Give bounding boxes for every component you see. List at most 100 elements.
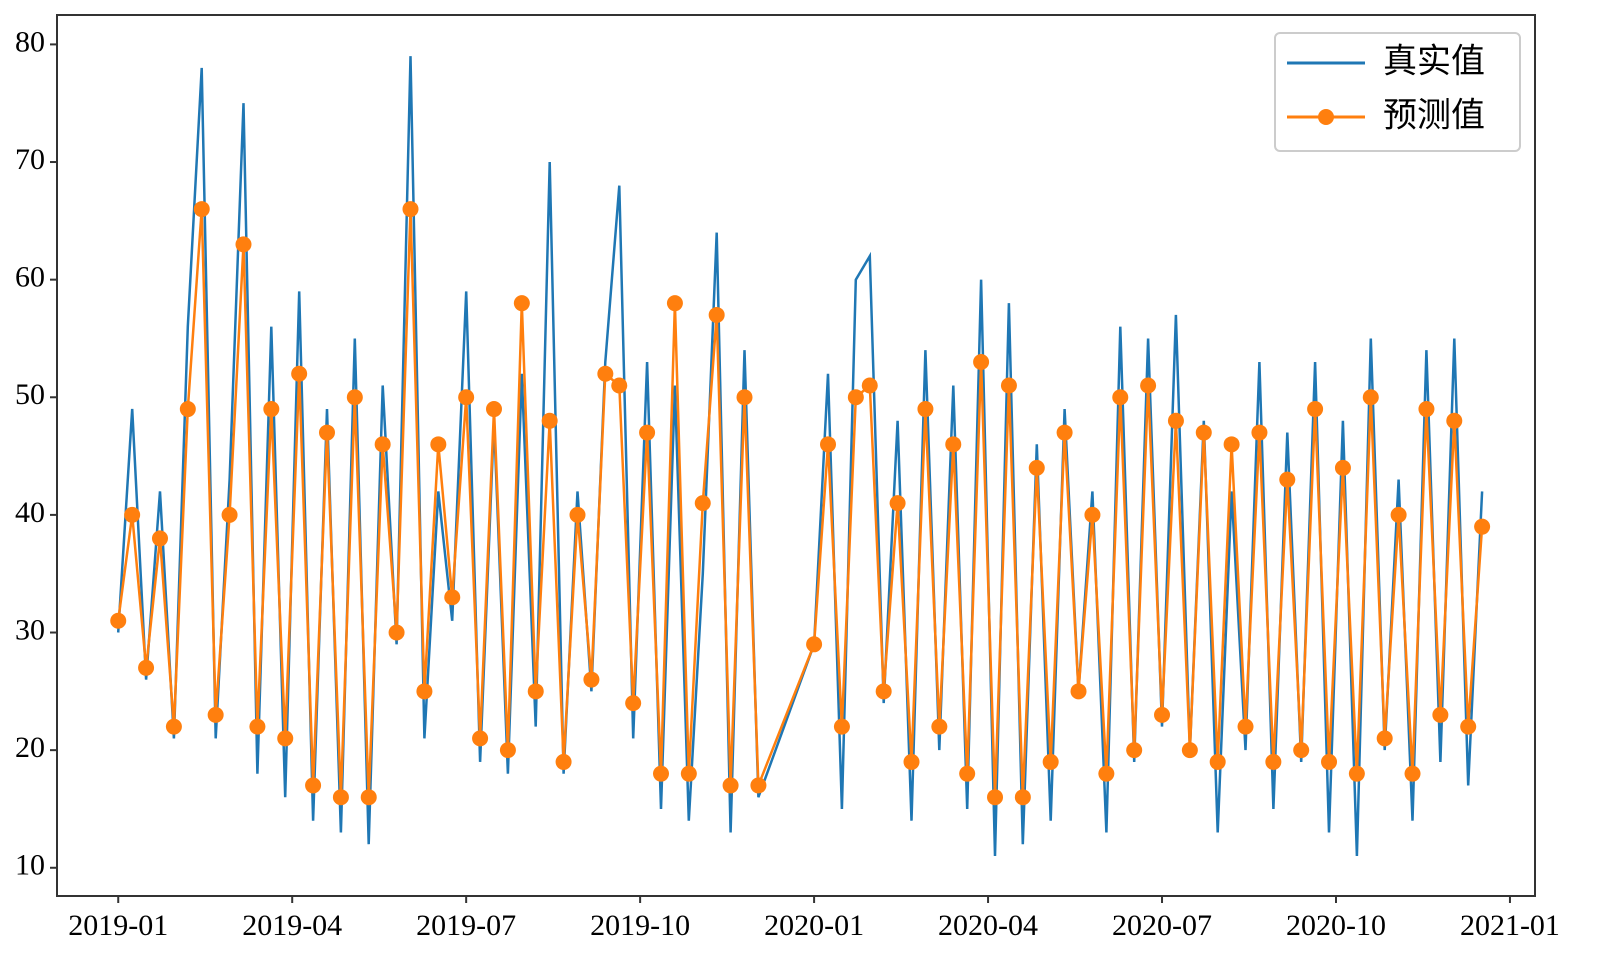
point-marker [388, 624, 405, 641]
x-tick-label: 2021-01 [1460, 909, 1560, 942]
point-marker [1376, 730, 1393, 747]
point-marker [806, 636, 823, 653]
point-marker [402, 201, 419, 218]
point-marker [499, 742, 516, 759]
point-marker [639, 424, 656, 441]
point-marker [1042, 753, 1059, 770]
y-tick-label: 80 [15, 25, 45, 58]
point-marker [1056, 424, 1073, 441]
point-marker [485, 401, 502, 418]
point-marker [847, 389, 864, 406]
point-marker [360, 789, 377, 806]
y-tick-label: 40 [15, 496, 45, 529]
y-tick-label: 70 [15, 143, 45, 176]
x-tick-label: 2020-07 [1112, 909, 1212, 942]
y-tick-label: 30 [15, 613, 45, 646]
point-marker [374, 436, 391, 453]
point-marker [444, 589, 461, 606]
x-tick-label: 2020-01 [764, 909, 864, 942]
point-marker [179, 401, 196, 418]
point-marker [193, 201, 210, 218]
point-marker [110, 612, 127, 629]
plot-area [110, 56, 1491, 857]
point-marker [1237, 718, 1254, 735]
point-marker [207, 706, 224, 723]
point-marker [1223, 436, 1240, 453]
series-line [116, 56, 1484, 857]
plot-frame [56, 14, 1536, 897]
point-marker [221, 506, 238, 523]
point-marker [569, 506, 586, 523]
point-marker [235, 236, 252, 253]
point-marker [1014, 789, 1031, 806]
point-marker [917, 401, 934, 418]
point-marker [736, 389, 753, 406]
point-marker [305, 777, 322, 794]
point-marker [458, 389, 475, 406]
point-marker [277, 730, 294, 747]
point-marker [263, 401, 280, 418]
point-marker [680, 765, 697, 782]
point-marker [430, 436, 447, 453]
point-marker [416, 683, 433, 700]
point-marker [346, 389, 363, 406]
point-marker [1362, 389, 1379, 406]
point-marker [987, 789, 1004, 806]
point-marker [1418, 401, 1435, 418]
legend-label: 预测值 [1383, 96, 1485, 136]
y-tick-label: 60 [15, 261, 45, 294]
x-tick-label: 2020-10 [1286, 909, 1386, 942]
point-marker [1251, 424, 1268, 441]
point-marker [861, 377, 878, 394]
point-marker [889, 495, 906, 512]
point-marker [527, 683, 544, 700]
point-marker [1195, 424, 1212, 441]
point-marker [513, 295, 530, 312]
point-marker [722, 777, 739, 794]
point-marker [820, 436, 837, 453]
point-marker [1167, 412, 1184, 429]
point-marker [555, 753, 572, 770]
point-marker [1321, 753, 1338, 770]
x-tick-label: 2020-04 [938, 909, 1038, 942]
point-marker [1112, 389, 1129, 406]
point-marker [945, 436, 962, 453]
point-marker [597, 365, 614, 382]
point-marker [653, 765, 670, 782]
legend-label: 真实值 [1383, 42, 1485, 82]
point-marker [1432, 706, 1449, 723]
point-marker [1209, 753, 1226, 770]
series-line [116, 209, 1484, 798]
point-marker [1154, 706, 1171, 723]
point-marker [833, 718, 850, 735]
point-marker [1098, 765, 1115, 782]
point-marker [151, 530, 168, 547]
point-marker [1140, 377, 1157, 394]
point-marker [625, 695, 642, 712]
point-marker [1334, 459, 1351, 476]
point-marker [1000, 377, 1017, 394]
point-marker [708, 306, 725, 323]
point-marker [1390, 506, 1407, 523]
point-marker [1293, 742, 1310, 759]
legend-marker [1318, 109, 1334, 125]
point-marker [332, 789, 349, 806]
point-marker [973, 353, 990, 370]
point-marker [1126, 742, 1143, 759]
x-tick-label: 2019-01 [68, 909, 168, 942]
y-tick-label: 50 [15, 378, 45, 411]
point-marker [1446, 412, 1463, 429]
point-marker [318, 424, 335, 441]
point-marker [1474, 518, 1491, 535]
point-marker [1348, 765, 1365, 782]
point-marker [666, 295, 683, 312]
point-marker [541, 412, 558, 429]
y-tick-label: 10 [15, 849, 45, 882]
point-marker [1084, 506, 1101, 523]
point-marker [1460, 718, 1477, 735]
point-marker [694, 495, 711, 512]
point-marker [1307, 401, 1324, 418]
